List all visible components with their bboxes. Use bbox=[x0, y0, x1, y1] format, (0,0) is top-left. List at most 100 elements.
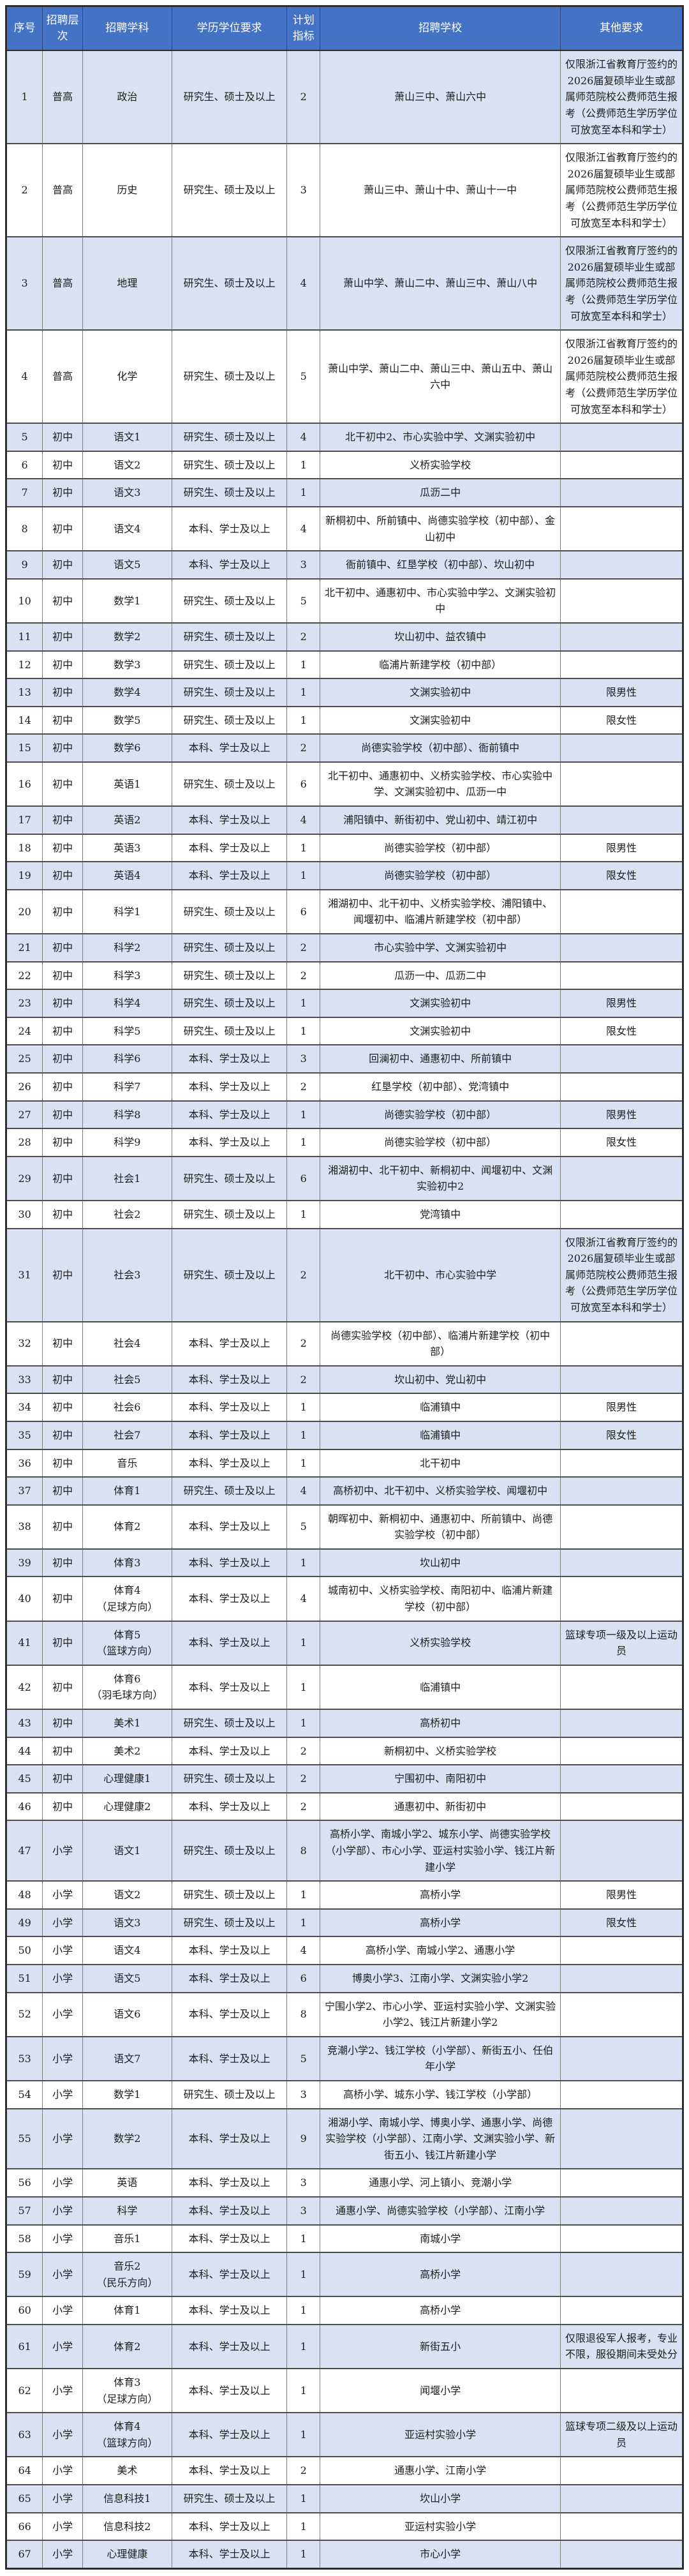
cell-subject: 美术1 bbox=[82, 1709, 172, 1738]
cell-serial: 29 bbox=[5, 1155, 43, 1201]
cell-education: 研究生、硕士及以上 bbox=[171, 933, 288, 962]
cell-subject: 体育4 （篮球方向） bbox=[82, 2412, 172, 2458]
cell-other bbox=[559, 2512, 684, 2542]
table-row: 15 初中 数学6 本科、学士及以上 2 尚德实验学校（初中部）、衙前镇中 bbox=[5, 733, 684, 763]
cell-other bbox=[559, 1199, 684, 1229]
cell-level: 小学 bbox=[42, 2196, 83, 2226]
cell-other: 限女性 bbox=[559, 861, 684, 890]
cell-serial: 45 bbox=[5, 1764, 43, 1793]
table-row: 30 初中 社会2 研究生、硕士及以上 1 党湾镇中 bbox=[5, 1199, 684, 1229]
cell-level: 小学 bbox=[42, 1991, 83, 2037]
cell-subject: 语文2 bbox=[82, 450, 172, 480]
cell-serial: 22 bbox=[5, 961, 43, 991]
cell-other bbox=[559, 1664, 684, 1711]
cell-schools: 湘湖初中、北干初中、义桥实验学校、浦阳镇中、闻堰初中、临浦片新建学校（初中部） bbox=[320, 888, 561, 935]
cell-other bbox=[559, 805, 684, 835]
cell-other bbox=[559, 450, 684, 480]
cell-education: 本科、学士及以上 bbox=[171, 1620, 288, 1666]
cell-quota: 1 bbox=[286, 1620, 321, 1666]
table-row: 12 初中 数学3 研究生、硕士及以上 1 临浦片新建学校（初中部） bbox=[5, 650, 684, 680]
recruitment-table: 序号 招聘层次 招聘学科 学历学位要求 计划指标 招聘学校 其他要求 1 普高 政治… bbox=[5, 5, 684, 2570]
cell-quota: 1 bbox=[286, 705, 321, 735]
cell-level: 初中 bbox=[42, 622, 83, 652]
cell-serial: 25 bbox=[5, 1044, 43, 1074]
cell-quota: 1 bbox=[286, 2252, 321, 2298]
cell-subject: 社会5 bbox=[82, 1365, 172, 1395]
cell-other: 限女性 bbox=[559, 1016, 684, 1046]
cell-other bbox=[559, 888, 684, 935]
cell-level: 小学 bbox=[42, 2035, 83, 2081]
cell-level: 初中 bbox=[42, 505, 83, 552]
cell-schools: 尚德实验学校（初中部） bbox=[320, 833, 561, 863]
cell-quota: 2 bbox=[286, 1227, 321, 1322]
cell-level: 初中 bbox=[42, 961, 83, 991]
cell-other bbox=[559, 578, 684, 624]
cell-quota: 1 bbox=[286, 833, 321, 863]
column-header-schools: 招聘学校 bbox=[320, 6, 561, 52]
cell-other: 仅限浙江省教育厅签约的2026届复硕毕业生或部属师范院校公费师范生报考（公费师范… bbox=[559, 143, 684, 238]
cell-education: 本科、学士及以上 bbox=[171, 2512, 288, 2542]
cell-other: 限女性 bbox=[559, 1420, 684, 1450]
cell-serial: 59 bbox=[5, 2252, 43, 2298]
cell-quota: 1 bbox=[286, 1199, 321, 1229]
cell-other bbox=[559, 961, 684, 991]
cell-serial: 30 bbox=[5, 1199, 43, 1229]
cell-other bbox=[559, 1155, 684, 1201]
cell-education: 研究生、硕士及以上 bbox=[171, 236, 288, 331]
cell-other bbox=[559, 1072, 684, 1102]
cell-subject: 英语3 bbox=[82, 833, 172, 863]
cell-schools: 通惠初中、新街初中 bbox=[320, 1792, 561, 1822]
table-row: 1 普高 政治 研究生、硕士及以上 2 萧山三中、萧山六中 仅限浙江省教育厅签约的2026届… bbox=[5, 50, 684, 145]
cell-subject: 数学5 bbox=[82, 705, 172, 735]
cell-other bbox=[559, 1321, 684, 1367]
cell-schools: 浦阳镇中、新街初中、党山初中、靖江初中 bbox=[320, 805, 561, 835]
cell-serial: 35 bbox=[5, 1420, 43, 1450]
cell-other bbox=[559, 1548, 684, 1578]
cell-level: 初中 bbox=[42, 1792, 83, 1822]
cell-serial: 46 bbox=[5, 1792, 43, 1822]
cell-quota: 8 bbox=[286, 1820, 321, 1882]
cell-serial: 4 bbox=[5, 329, 43, 424]
cell-other bbox=[559, 1764, 684, 1793]
cell-education: 本科、学士及以上 bbox=[171, 2224, 288, 2254]
table-row: 20 初中 科学1 研究生、硕士及以上 6 湘湖初中、北干初中、义桥实验学校、浦阳镇中、闻… bbox=[5, 888, 684, 935]
column-header-subject: 招聘学科 bbox=[82, 6, 172, 52]
cell-education: 本科、学士及以上 bbox=[171, 505, 288, 552]
cell-subject: 地理 bbox=[82, 236, 172, 331]
cell-quota: 2 bbox=[286, 961, 321, 991]
cell-education: 本科、学士及以上 bbox=[171, 2196, 288, 2226]
cell-education: 研究生、硕士及以上 bbox=[171, 2079, 288, 2109]
cell-level: 初中 bbox=[42, 1321, 83, 1367]
table-row: 7 初中 语文3 研究生、硕士及以上 1 瓜沥二中 bbox=[5, 478, 684, 507]
cell-serial: 48 bbox=[5, 1880, 43, 1910]
cell-quota: 1 bbox=[286, 861, 321, 890]
cell-quota: 3 bbox=[286, 550, 321, 580]
cell-level: 小学 bbox=[42, 1908, 83, 1938]
cell-other bbox=[559, 2252, 684, 2298]
cell-serial: 13 bbox=[5, 678, 43, 707]
cell-serial: 33 bbox=[5, 1365, 43, 1395]
table-row: 2 普高 历史 研究生、硕士及以上 3 萧山三中、萧山十中、萧山十一中 仅限浙江省教育厅签约… bbox=[5, 143, 684, 238]
cell-subject: 数学4 bbox=[82, 678, 172, 707]
cell-serial: 20 bbox=[5, 888, 43, 935]
cell-other bbox=[559, 1820, 684, 1882]
table-row: 16 初中 英语1 研究生、硕士及以上 6 北干初中、通惠初中、义桥实验学校、市心实验中学… bbox=[5, 761, 684, 807]
cell-quota: 2 bbox=[286, 2456, 321, 2486]
cell-quota: 2 bbox=[286, 1792, 321, 1822]
cell-education: 研究生、硕士及以上 bbox=[171, 578, 288, 624]
cell-level: 小学 bbox=[42, 2108, 83, 2170]
header-row: 序号 招聘层次 招聘学科 学历学位要求 计划指标 招聘学校 其他要求 bbox=[5, 6, 684, 52]
cell-other bbox=[559, 2484, 684, 2513]
table-row: 4 普高 化学 研究生、硕士及以上 5 萧山中学、萧山二中、萧山三中、萧山五中、萧山六中仅… bbox=[5, 329, 684, 424]
cell-education: 本科、学士及以上 bbox=[171, 1991, 288, 2037]
cell-subject: 语文1 bbox=[82, 1820, 172, 1882]
cell-level: 初中 bbox=[42, 1155, 83, 1201]
cell-other bbox=[559, 1044, 684, 1074]
cell-subject: 语文1 bbox=[82, 423, 172, 452]
cell-quota: 1 bbox=[286, 2512, 321, 2542]
cell-schools: 高桥初中、北干初中、义桥实验学校、闻堰初中 bbox=[320, 1476, 561, 1506]
table-row: 36 初中 音乐 本科、学士及以上 1 北干初中 bbox=[5, 1448, 684, 1478]
cell-subject: 语文4 bbox=[82, 1936, 172, 1965]
cell-subject: 心理健康1 bbox=[82, 1764, 172, 1793]
cell-level: 小学 bbox=[42, 1820, 83, 1882]
